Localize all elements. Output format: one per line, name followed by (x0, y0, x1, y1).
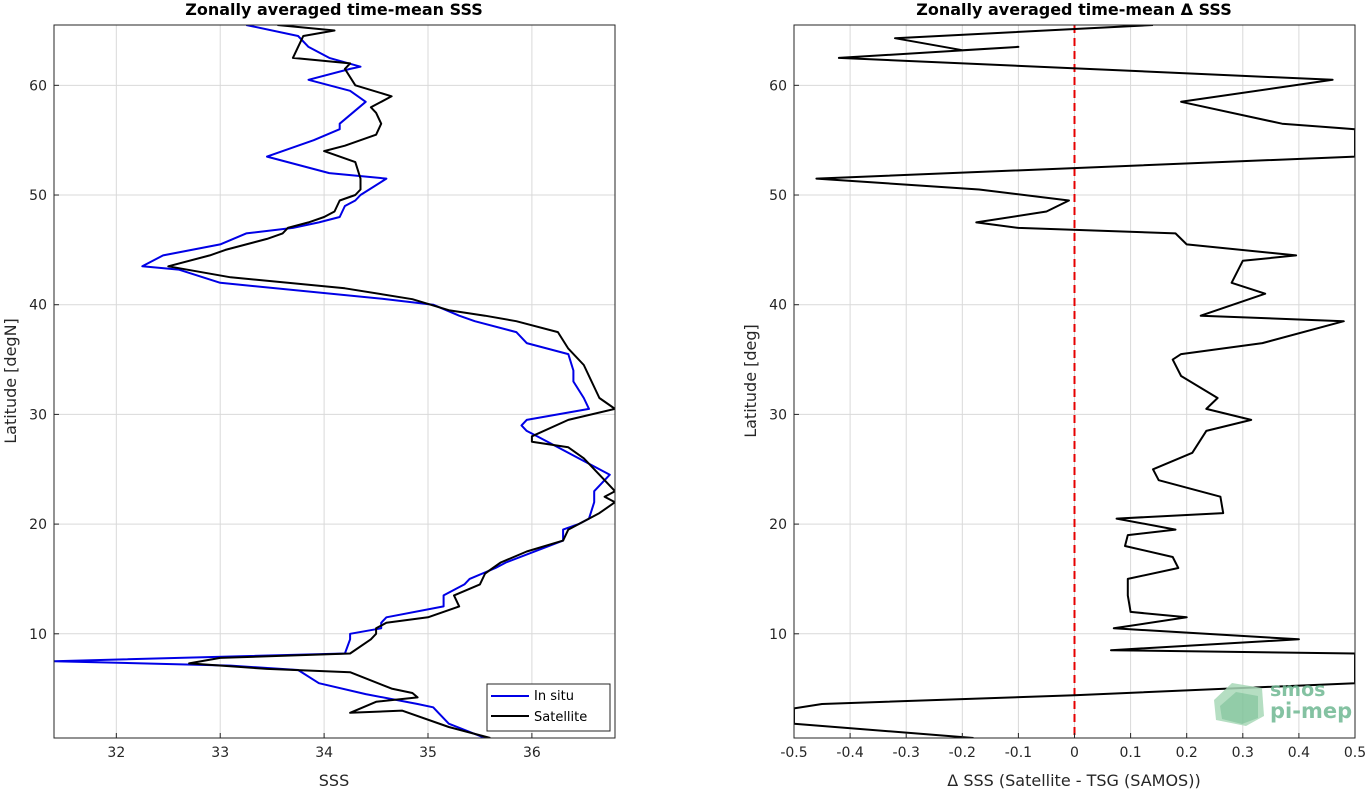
left-x-tick-label: 36 (523, 745, 541, 761)
left-chart-panel: 32 33 34 35 36 10 20 30 40 50 60 Zonally averaged… (1, 0, 616, 790)
left-x-axis-label: SSS (319, 771, 349, 790)
right-chart-title: Zonally averaged time-mean Δ SSS (916, 0, 1232, 19)
right-x-axis-label: Δ SSS (Satellite - TSG (SAMOS)) (947, 771, 1200, 790)
left-chart-title: Zonally averaged time-mean SSS (185, 0, 483, 19)
right-x-tick-label: -0.5 (780, 745, 807, 761)
right-y-tick-label: 50 (769, 188, 787, 204)
left-y-tick-label: 50 (29, 188, 47, 204)
right-x-tick-label: 0.1 (1119, 745, 1141, 761)
left-y-axis-label: Latitude [degN] (1, 318, 20, 444)
right-x-tick-label: -0.3 (893, 745, 920, 761)
right-x-tick-label: 0.4 (1288, 745, 1310, 761)
logo-text-line1: smos (1270, 679, 1325, 701)
left-y-tick-label: 10 (29, 627, 47, 643)
smos-pimep-logo: smos pi-mep (1214, 679, 1352, 726)
right-y-tick-label: 60 (769, 78, 787, 94)
right-y-tick-label: 40 (769, 298, 787, 314)
legend-label-satellite: Satellite (534, 710, 587, 725)
right-chart-series (794, 25, 1355, 738)
left-y-tick-label: 30 (29, 407, 47, 423)
left-chart-grid (54, 25, 615, 738)
legend-box (486, 683, 611, 732)
right-y-ticks: 10 20 30 40 50 60 (769, 78, 799, 643)
left-series-line-in-situ (54, 25, 611, 738)
right-chart-panel: -0.5 -0.4 -0.3 -0.2 -0.1 0 0.1 0.2 0.3 0.4 0.5 10 2… (741, 0, 1366, 790)
right-series-line-delta-sss (794, 25, 1355, 738)
right-x-tick-label: -0.2 (949, 745, 976, 761)
right-y-axis-label: Latitude [deg] (741, 324, 760, 438)
right-x-tick-label: 0 (1070, 745, 1079, 761)
logo-text-line2: pi-mep (1270, 699, 1352, 723)
left-x-tick-label: 33 (211, 745, 229, 761)
left-chart-frame (53, 24, 616, 739)
left-series-line-satellite (167, 25, 615, 738)
left-y-tick-label: 40 (29, 298, 47, 314)
logo-shape-front (1220, 692, 1258, 724)
right-x-tick-label: 0.5 (1344, 745, 1366, 761)
legend-label-in-situ: In situ (534, 689, 574, 704)
right-y-tick-label: 30 (769, 407, 787, 423)
right-x-tick-label: -0.1 (1005, 745, 1032, 761)
left-x-tick-label: 35 (419, 745, 437, 761)
right-x-tick-label: 0.2 (1176, 745, 1198, 761)
left-x-ticks: 32 33 34 35 36 (107, 733, 541, 761)
left-chart-series (54, 25, 615, 738)
legend: In situ Satellite (486, 683, 611, 732)
left-x-tick-label: 32 (107, 745, 125, 761)
right-y-tick-label: 10 (769, 627, 787, 643)
right-y-tick-label: 20 (769, 517, 787, 533)
right-x-tick-label: 0.3 (1232, 745, 1254, 761)
right-x-ticks: -0.5 -0.4 -0.3 -0.2 -0.1 0 0.1 0.2 0.3 0.4 0.5 (780, 733, 1366, 761)
left-y-ticks: 10 20 30 40 50 60 (29, 78, 59, 643)
left-y-tick-label: 60 (29, 78, 47, 94)
left-x-tick-label: 34 (315, 745, 333, 761)
left-y-tick-label: 20 (29, 517, 47, 533)
right-x-tick-label: -0.4 (836, 745, 863, 761)
